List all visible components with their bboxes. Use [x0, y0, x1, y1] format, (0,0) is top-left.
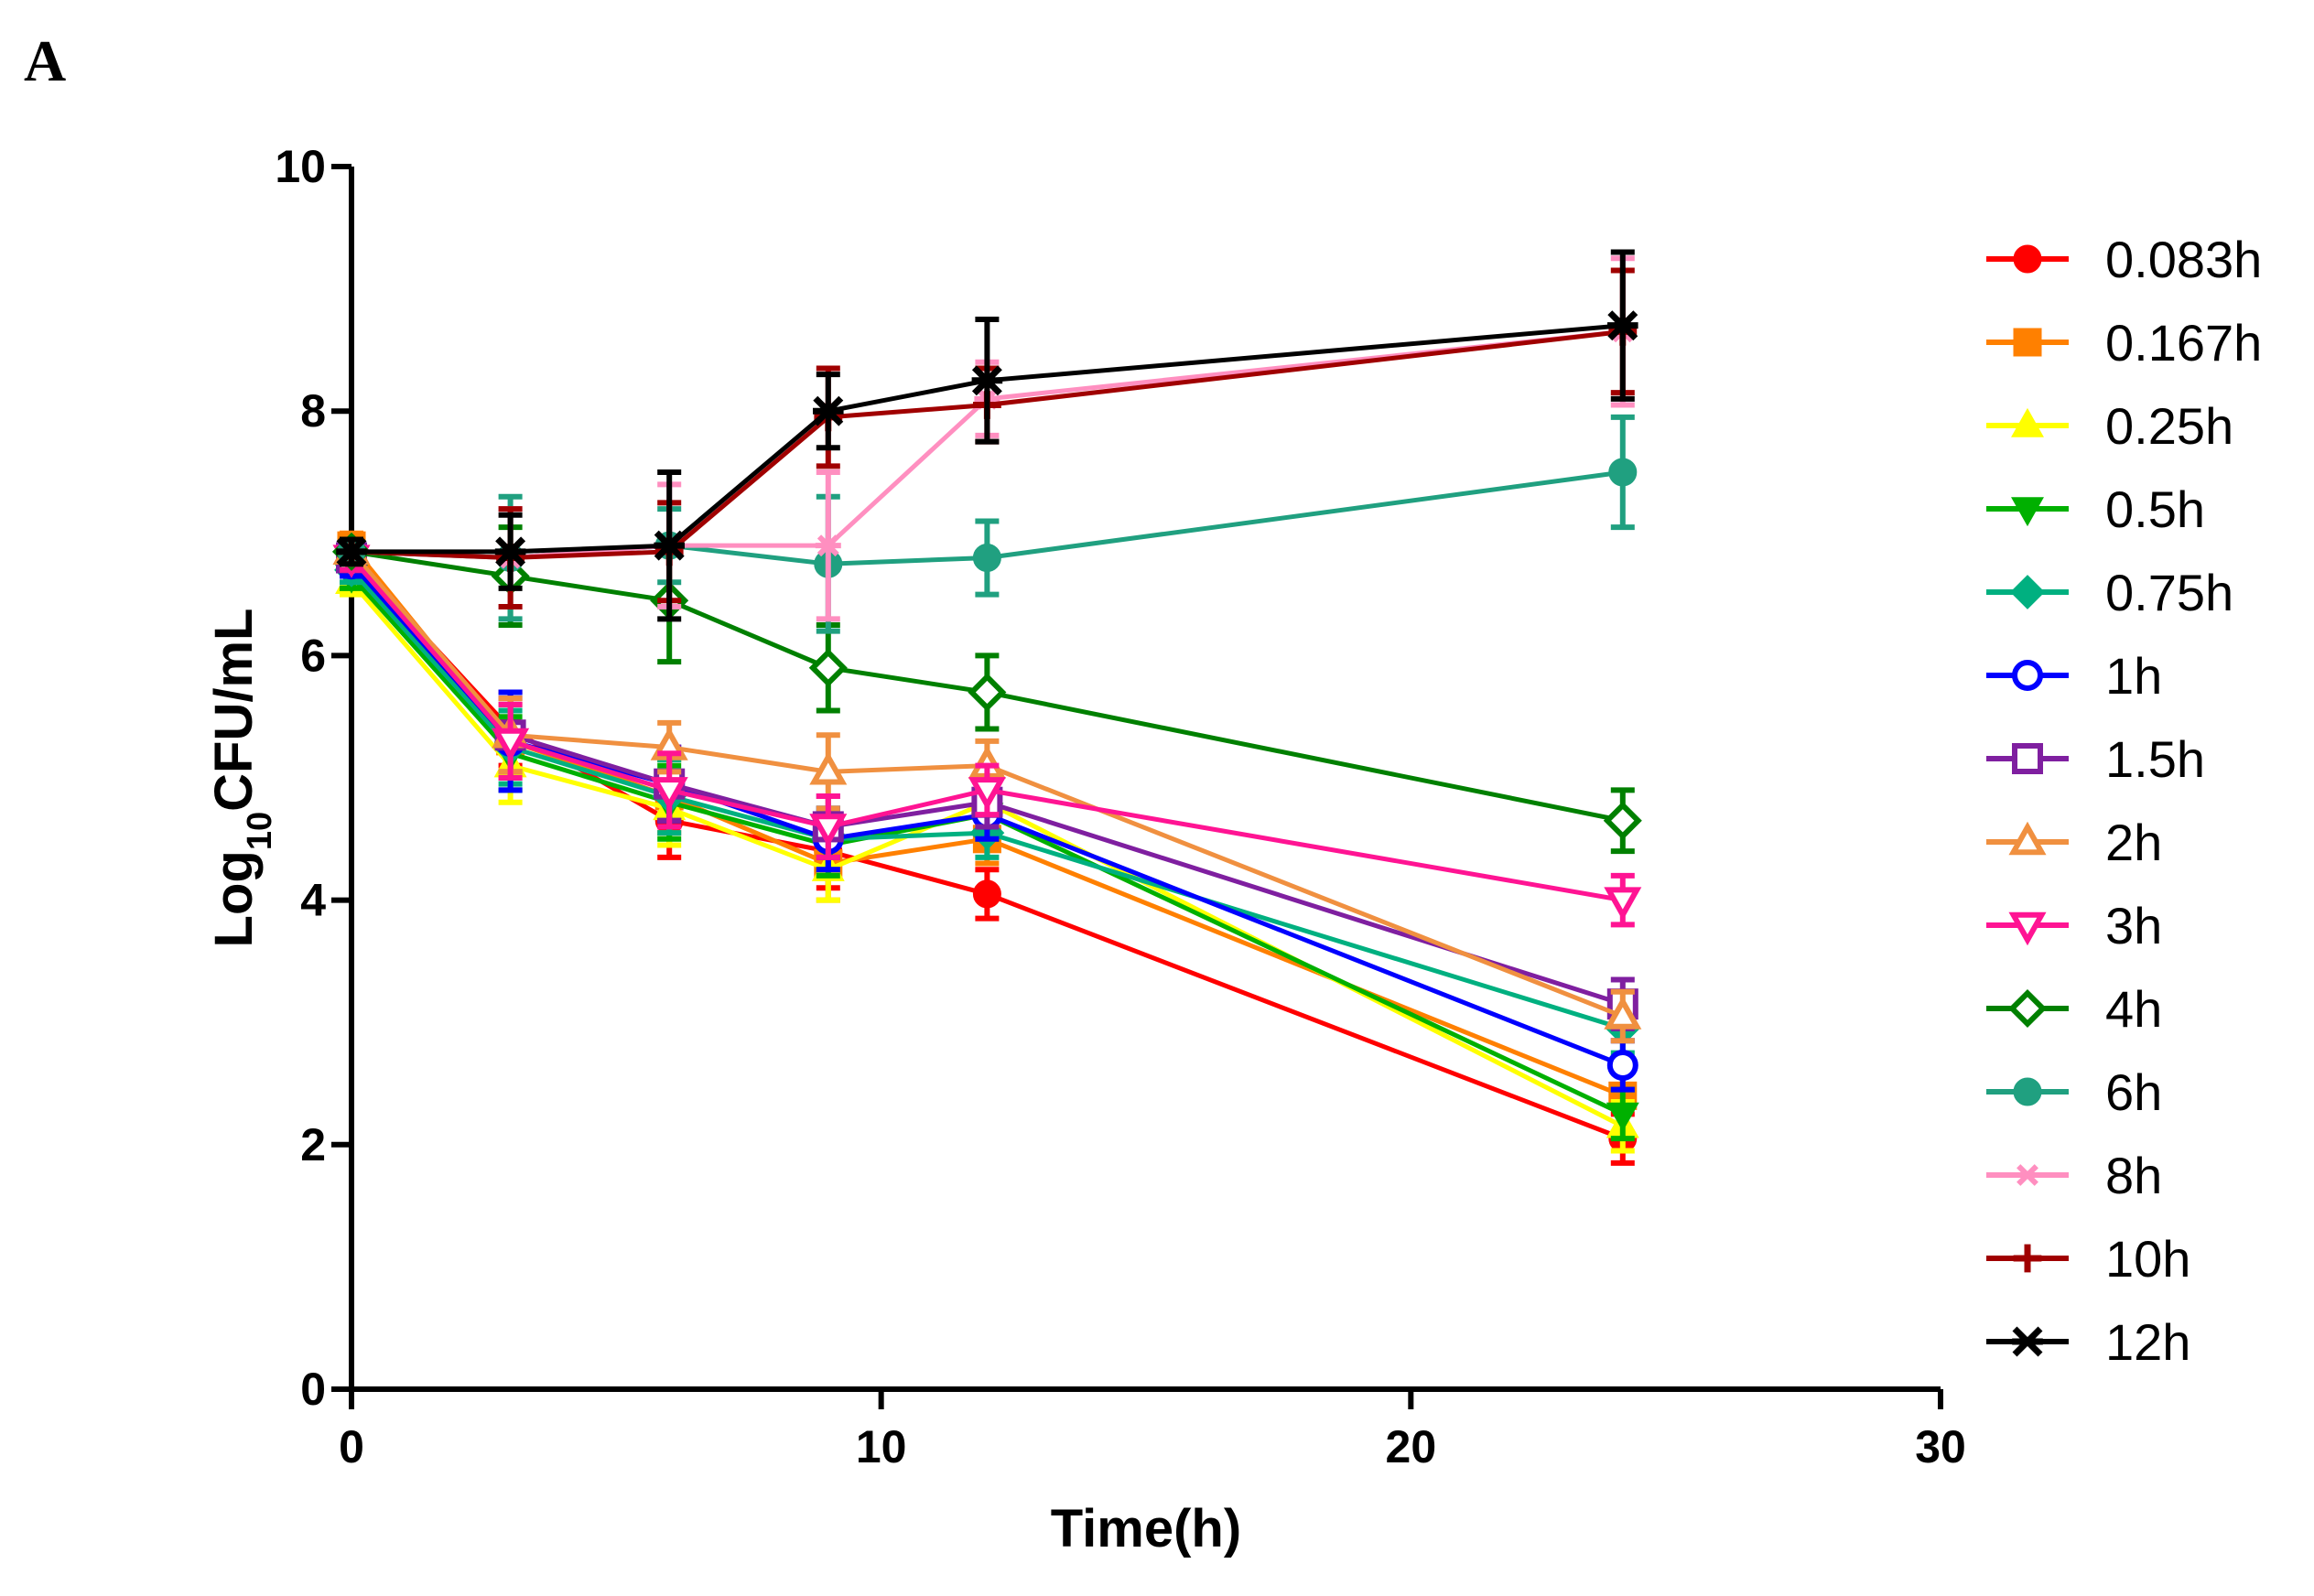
legend-marker — [2010, 575, 2045, 609]
series-12h — [336, 249, 1638, 622]
legend-item: 0.167h — [1986, 314, 2262, 372]
legend-item: 4h — [1986, 980, 2162, 1038]
data-point — [492, 728, 530, 762]
legend-item: 12h — [1986, 1313, 2190, 1371]
legend-marker — [2011, 497, 2044, 527]
legend-label: 0.75h — [2105, 564, 2233, 621]
legend-label: 3h — [2105, 897, 2162, 954]
legend-item: 1.5h — [1986, 730, 2205, 788]
legend-item: 0.5h — [1986, 480, 2205, 538]
legend-label: 0.083h — [2105, 231, 2262, 288]
y-tick-label: 6 — [300, 630, 326, 681]
legend-label: 1.5h — [2105, 730, 2205, 788]
x-tick-label: 30 — [1915, 1421, 1966, 1472]
legend-marker — [2012, 660, 2043, 691]
y-tick-label: 8 — [300, 385, 326, 437]
y-ticks-group: 0 2 4 6 8 10 — [275, 141, 351, 1415]
x-tick-label: 10 — [856, 1421, 907, 1472]
legend-label: 6h — [2105, 1063, 2162, 1121]
y-axis-title-sub: 10 — [241, 812, 279, 850]
data-point — [654, 530, 685, 561]
y-tick-label: 4 — [300, 875, 326, 926]
legend-label: 1h — [2105, 647, 2162, 705]
legend-item: 10h — [1986, 1230, 2190, 1288]
data-point — [809, 751, 848, 785]
legend-item: 6h — [1986, 1063, 2162, 1121]
data-point — [650, 777, 688, 811]
legend-item: 0.083h — [1986, 231, 2262, 288]
legend-item: 0.25h — [1986, 397, 2233, 455]
legend-label: 0.5h — [2105, 480, 2205, 538]
data-point — [336, 536, 367, 567]
data-point — [1606, 1049, 1638, 1081]
legend-label: 12h — [2105, 1313, 2190, 1371]
data-point — [813, 395, 844, 426]
series-line — [350, 555, 1624, 903]
y-tick-label: 0 — [300, 1364, 326, 1415]
data-point — [808, 648, 848, 687]
x-tick-label: 20 — [1386, 1421, 1437, 1472]
series-line — [351, 549, 1624, 824]
series-line — [351, 329, 1624, 561]
legend-marker — [2013, 244, 2042, 274]
data-point — [1604, 996, 1642, 1030]
y-axis-title: Log10CFU/mL — [204, 609, 279, 948]
data-point — [1608, 458, 1638, 487]
axes-group — [349, 167, 1941, 1392]
data-point — [1607, 310, 1638, 341]
legend: 0.083h 0.167h 0.25h 0.5h 0.75h 1h 1.5h 2h 3h 4h 6h… — [1986, 231, 2262, 1371]
legend-marker — [2007, 988, 2048, 1029]
panel-label: A — [24, 28, 66, 93]
data-point — [815, 534, 841, 557]
legend-marker — [2012, 1326, 2043, 1357]
x-tick-label: 0 — [339, 1421, 364, 1472]
data-point — [968, 673, 1007, 712]
data-point — [1604, 887, 1642, 921]
legend-marker — [2012, 743, 2043, 774]
legend-label: 2h — [2105, 814, 2162, 871]
legend-marker — [2008, 911, 2047, 946]
series-line — [351, 323, 1624, 555]
legend-label: 10h — [2105, 1230, 2190, 1288]
data-point — [1606, 1102, 1639, 1132]
series-line — [350, 555, 1624, 1141]
legend-marker — [2008, 821, 2047, 856]
legend-label: 0.25h — [2105, 397, 2233, 455]
legend-item: 2h — [1986, 814, 2162, 871]
series-layer — [331, 249, 1642, 1166]
x-axis-title: Time(h) — [1051, 1499, 1241, 1558]
legend-label: 4h — [2105, 980, 2162, 1038]
data-point — [968, 777, 1006, 811]
legend-item: 8h — [1986, 1147, 2162, 1204]
data-point — [494, 536, 526, 567]
series-line — [350, 568, 1624, 1031]
legend-label: 8h — [2105, 1147, 2162, 1204]
legend-marker — [2011, 407, 2044, 437]
data-point — [809, 814, 848, 847]
y-axis-title-main: Log — [204, 850, 264, 947]
data-point — [972, 879, 1001, 909]
data-point — [972, 544, 1001, 573]
x-ticks-group: 0 10 20 30 — [339, 1389, 1966, 1472]
legend-marker — [2013, 1244, 2042, 1273]
legend-item: 0.75h — [1986, 564, 2233, 621]
y-axis-title-tail: CFU/mL — [204, 609, 264, 812]
data-point — [971, 365, 1003, 396]
legend-marker — [2013, 328, 2042, 357]
legend-item: 3h — [1986, 897, 2162, 954]
legend-marker — [2015, 1164, 2040, 1186]
legend-marker — [2013, 1077, 2042, 1106]
y-tick-label: 10 — [275, 141, 326, 192]
legend-item: 1h — [1986, 647, 2162, 705]
data-point — [1603, 801, 1642, 840]
legend-label: 0.167h — [2105, 314, 2262, 372]
y-tick-label: 2 — [300, 1119, 326, 1170]
